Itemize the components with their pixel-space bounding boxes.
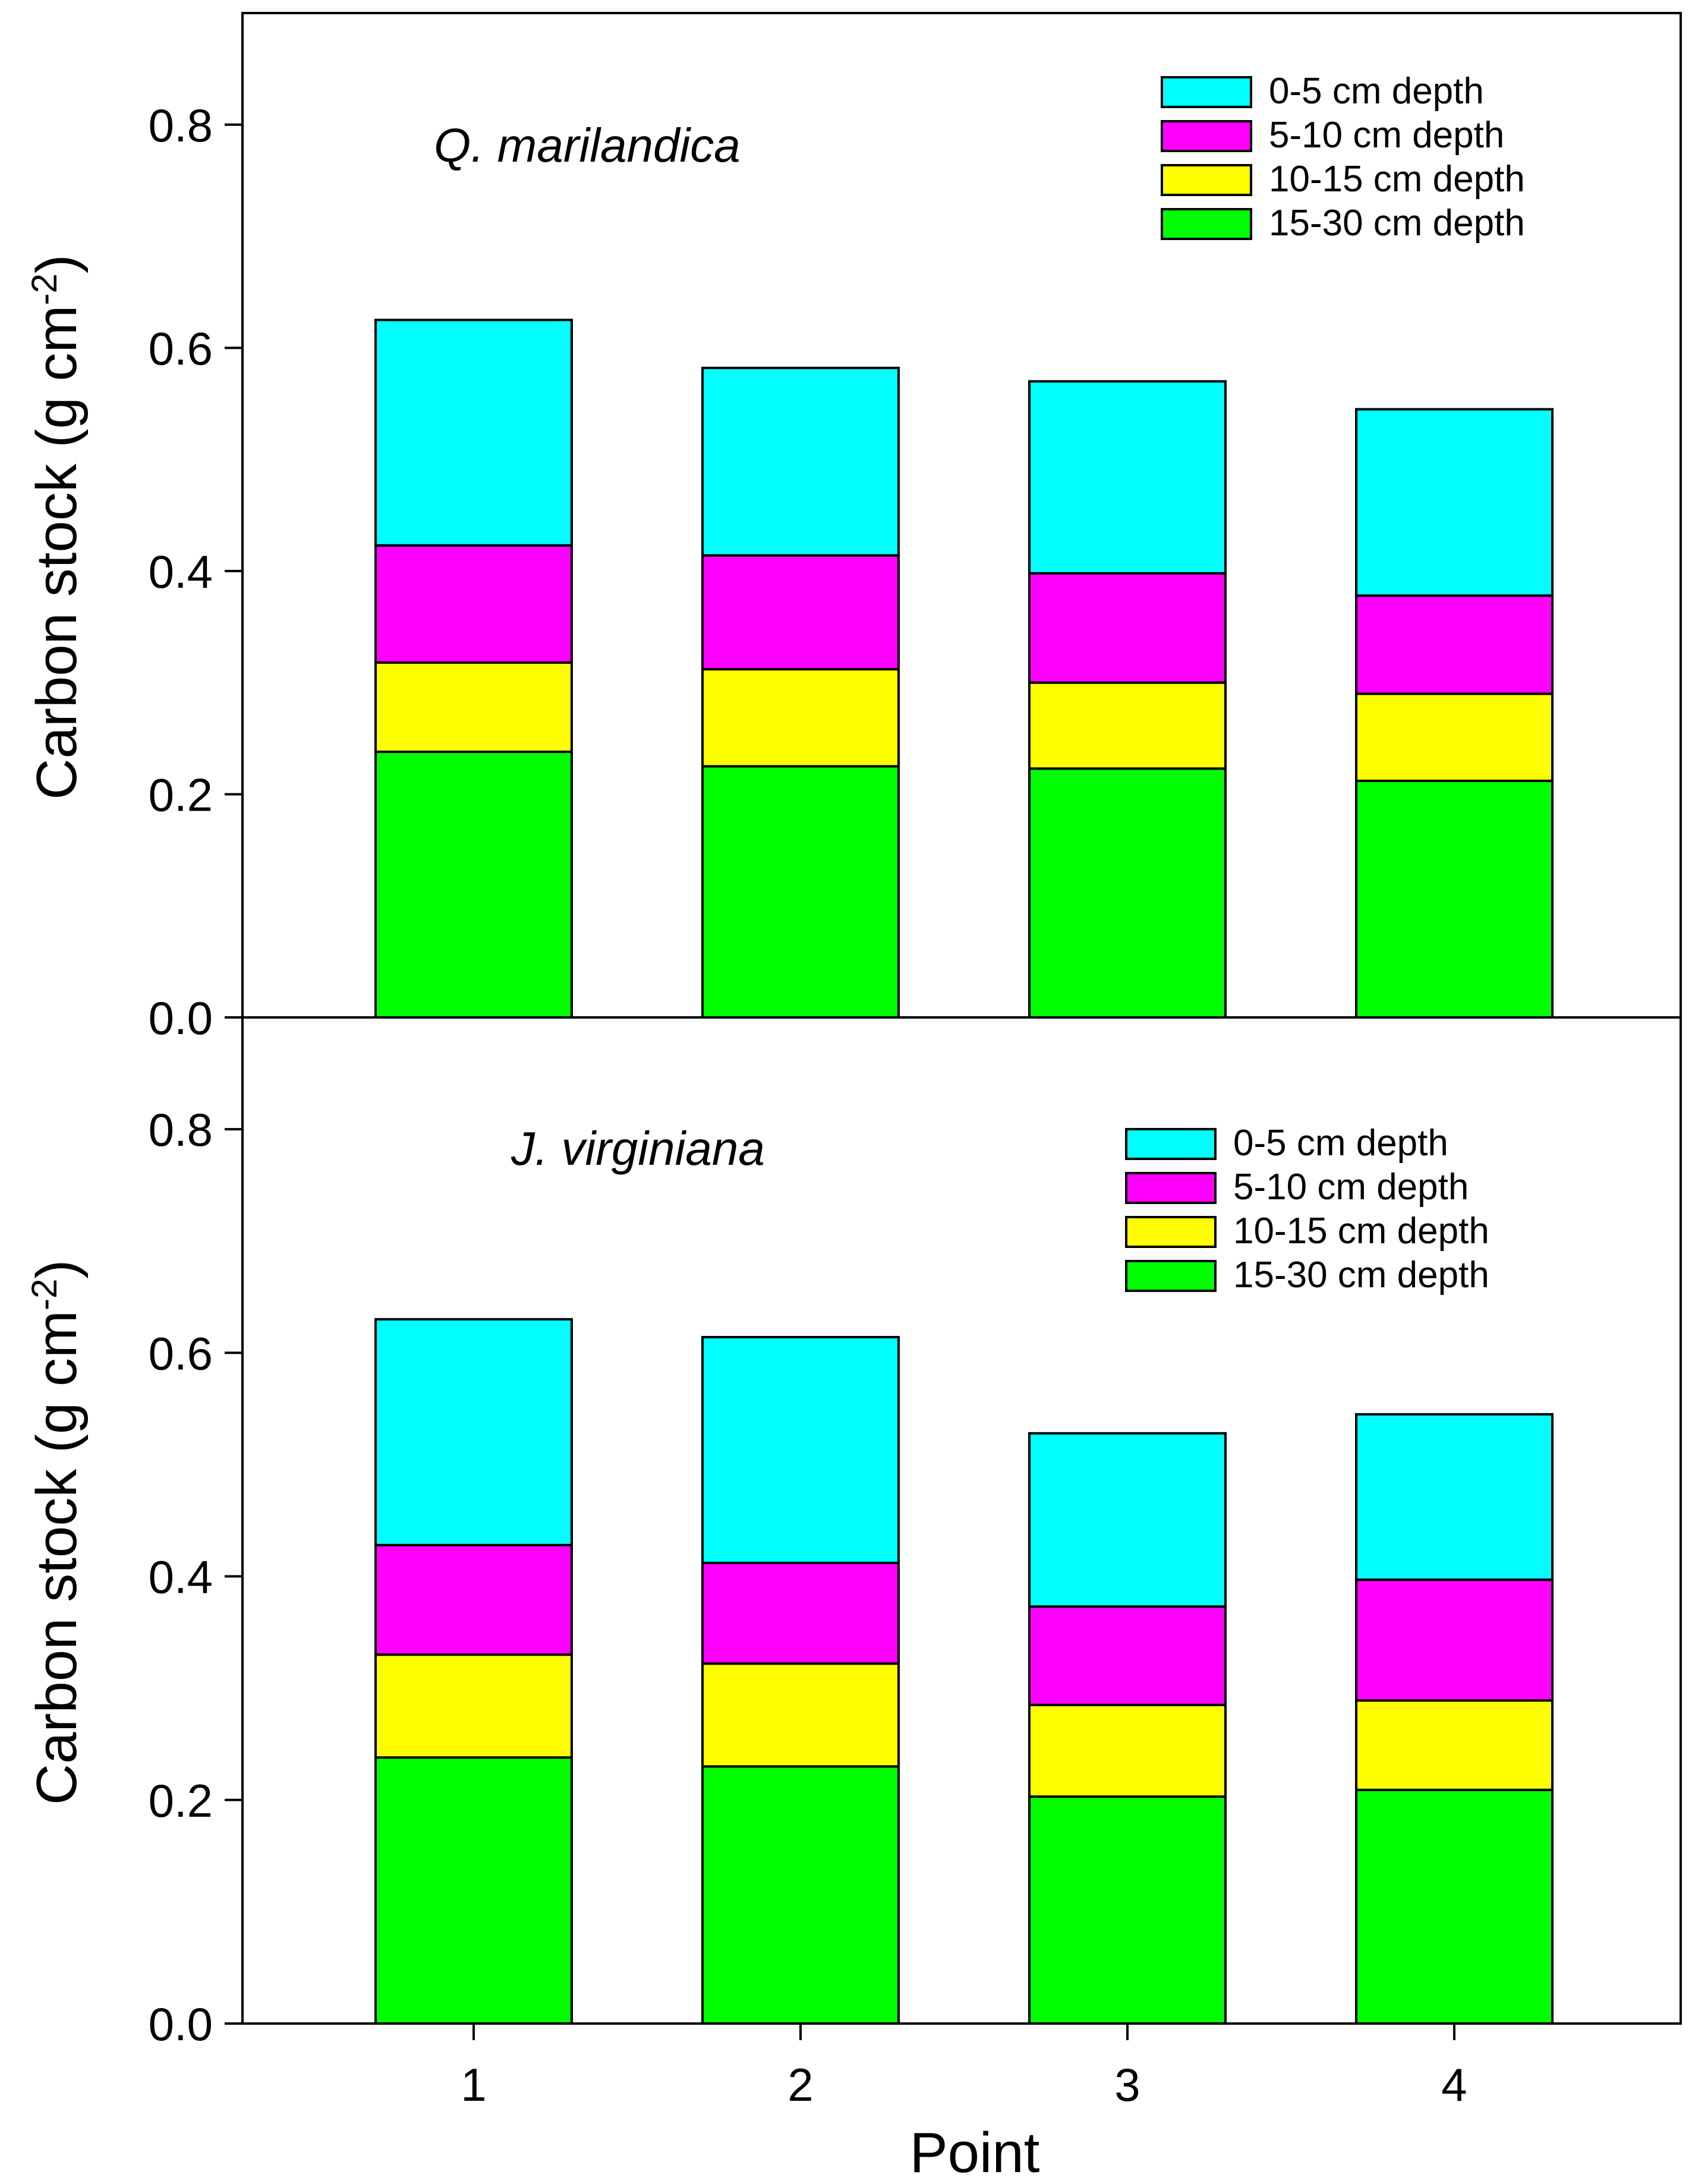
bar-point-4-10-15-cm-depth xyxy=(1355,692,1554,782)
y-axis-title: Carbon stock (g cm-2) xyxy=(24,254,89,800)
bar-point-2-5-10-cm-depth xyxy=(701,554,900,671)
legend-label-0-5-cm-depth: 0-5 cm depth xyxy=(1269,71,1484,112)
bar-point-2-10-15-cm-depth xyxy=(701,668,900,768)
legend-swatch-0-5-cm-depth xyxy=(1125,1128,1217,1160)
legend-label-5-10-cm-depth: 5-10 cm depth xyxy=(1233,1167,1469,1208)
bar-point-3-15-30-cm-depth xyxy=(1028,1795,1227,2025)
y-tick-label: 0.2 xyxy=(149,1775,213,1827)
panel-title: J. virginiana xyxy=(511,1122,765,1175)
bar-point-1-5-10-cm-depth xyxy=(374,544,573,664)
y-tick-label: 0.6 xyxy=(149,1327,213,1379)
y-tick-label: 0.4 xyxy=(149,546,213,598)
panel-title: Q. marilandica xyxy=(434,119,741,172)
x-axis-title: Point xyxy=(910,2121,1040,2184)
bar-point-1-10-15-cm-depth xyxy=(374,1653,573,1759)
bar-point-2-15-30-cm-depth xyxy=(701,1765,900,2025)
legend-label-10-15-cm-depth: 10-15 cm depth xyxy=(1269,159,1525,200)
chart-panels: 0.0 0.2 0.4 0.6 0.8 Carbon stock (g cm-2) Q. m… xyxy=(24,12,1682,2111)
bar-point-1-10-15-cm-depth xyxy=(374,661,573,754)
legend-label-5-10-cm-depth: 5-10 cm depth xyxy=(1269,115,1504,156)
bar-point-4-5-10-cm-depth xyxy=(1355,594,1554,695)
bar-point-3-0-5-cm-depth xyxy=(1028,380,1227,575)
bar-point-3-10-15-cm-depth xyxy=(1028,1703,1227,1798)
bar-point-3-15-30-cm-depth xyxy=(1028,767,1227,1019)
bar-point-4-10-15-cm-depth xyxy=(1355,1699,1554,1791)
bar-point-3-5-10-cm-depth xyxy=(1028,1605,1227,1706)
y-tick-label: 0.2 xyxy=(149,768,213,821)
legend-swatch-10-15-cm-depth xyxy=(1161,164,1252,196)
bar-point-4-0-5-cm-depth xyxy=(1355,408,1554,597)
x-tick-label: 2 xyxy=(787,2059,813,2111)
bar-point-2-0-5-cm-depth xyxy=(701,1335,900,1564)
bar-point-4-5-10-cm-depth xyxy=(1355,1578,1554,1702)
bar-point-2-10-15-cm-depth xyxy=(701,1662,900,1768)
legend-label-10-15-cm-depth: 10-15 cm depth xyxy=(1233,1211,1489,1252)
x-tick-label: 4 xyxy=(1441,2059,1467,2111)
bar-point-3-10-15-cm-depth xyxy=(1028,681,1227,770)
bar-point-4-15-30-cm-depth xyxy=(1355,779,1554,1019)
legend-swatch-15-30-cm-depth xyxy=(1125,1260,1217,1292)
chart-panel-1: 0.0 0.2 0.4 0.6 0.8 Carbon stock (g cm-2) Q. m… xyxy=(24,12,1682,1044)
bar-point-3-5-10-cm-depth xyxy=(1028,572,1227,684)
y-tick-label: 0.6 xyxy=(149,322,213,374)
bar-point-1-15-30-cm-depth xyxy=(374,751,573,1019)
legend-swatch-15-30-cm-depth xyxy=(1161,208,1252,240)
chart-panel-2: 0.0 0.2 0.4 0.6 0.8 1 2 3 4 Carbon stock (g cm-2)… xyxy=(24,1016,1682,2111)
bar-point-1-0-5-cm-depth xyxy=(374,319,573,547)
legend-swatch-5-10-cm-depth xyxy=(1125,1172,1217,1204)
bar-point-2-0-5-cm-depth xyxy=(701,367,900,557)
x-tick-label: 3 xyxy=(1114,2059,1140,2111)
x-tick-label: 1 xyxy=(461,2059,486,2111)
bar-point-2-15-30-cm-depth xyxy=(701,765,900,1019)
bar-point-1-0-5-cm-depth xyxy=(374,1318,573,1546)
legend-swatch-10-15-cm-depth xyxy=(1125,1216,1217,1248)
bar-point-4-15-30-cm-depth xyxy=(1355,1788,1554,2025)
plot-frame-2 xyxy=(241,1016,1682,2025)
y-tick-label: 0.8 xyxy=(149,1104,213,1156)
y-tick-label: 0.0 xyxy=(149,1998,213,2050)
legend-swatch-5-10-cm-depth xyxy=(1161,120,1252,152)
legend-label-15-30-cm-depth: 15-30 cm depth xyxy=(1269,203,1525,244)
bar-point-4-0-5-cm-depth xyxy=(1355,1413,1554,1581)
y-tick-label: 0.4 xyxy=(149,1551,213,1603)
bar-point-1-15-30-cm-depth xyxy=(374,1756,573,2025)
bar-point-3-0-5-cm-depth xyxy=(1028,1432,1227,1608)
bar-point-2-5-10-cm-depth xyxy=(701,1561,900,1665)
y-tick-label: 0.8 xyxy=(149,99,213,152)
legend-label-15-30-cm-depth: 15-30 cm depth xyxy=(1233,1255,1489,1296)
bar-point-1-5-10-cm-depth xyxy=(374,1543,573,1656)
legend-label-0-5-cm-depth: 0-5 cm depth xyxy=(1233,1123,1448,1164)
y-axis-title: Carbon stock (g cm-2) xyxy=(24,1260,89,1805)
y-tick-label: 0.0 xyxy=(149,992,213,1044)
legend-swatch-0-5-cm-depth xyxy=(1161,76,1252,108)
